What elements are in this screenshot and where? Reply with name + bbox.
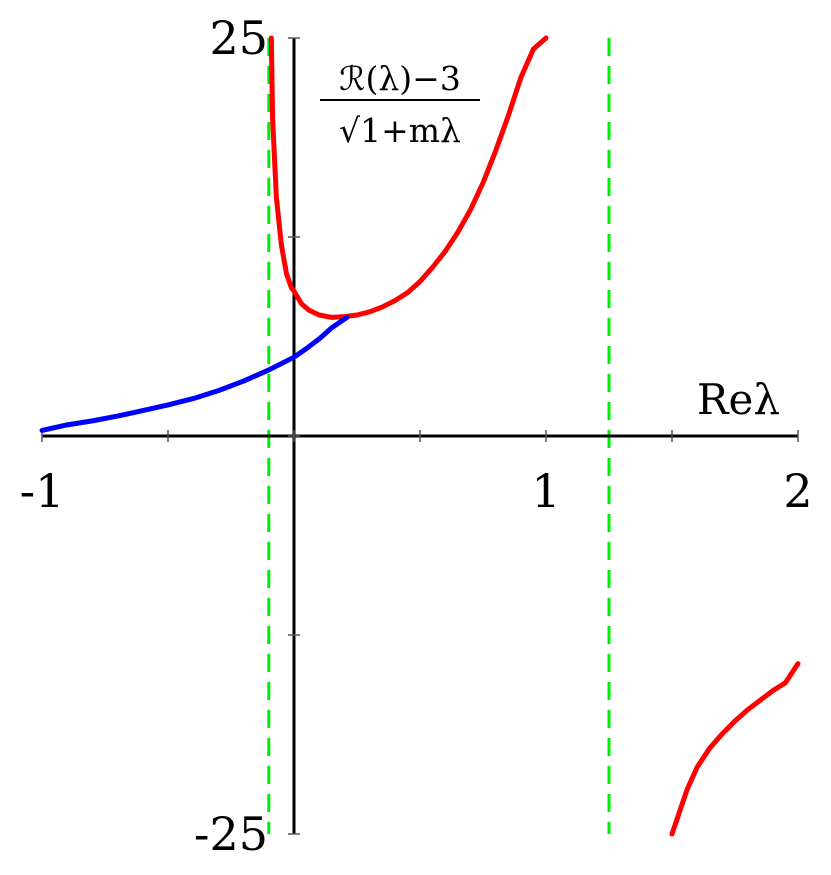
y-axis-label: ℛ(λ)−3 √1+mλ (320, 59, 480, 150)
y-tick-label: 25 (209, 11, 268, 65)
x-tick-label: -1 (20, 464, 65, 518)
series-1-segment-1 (268, 35, 549, 320)
x-axis-label: Reλ (697, 375, 780, 424)
series-1-segment-2 (669, 661, 801, 837)
y-axis-label-denominator: √1+mλ (339, 111, 461, 150)
x-tick-label: 1 (531, 464, 560, 518)
y-axis-label-numerator: ℛ(λ)−3 (339, 59, 461, 98)
y-tick-label: -25 (194, 807, 268, 861)
x-tick-label: 2 (783, 464, 812, 518)
series-2-segment-1 (39, 314, 350, 433)
